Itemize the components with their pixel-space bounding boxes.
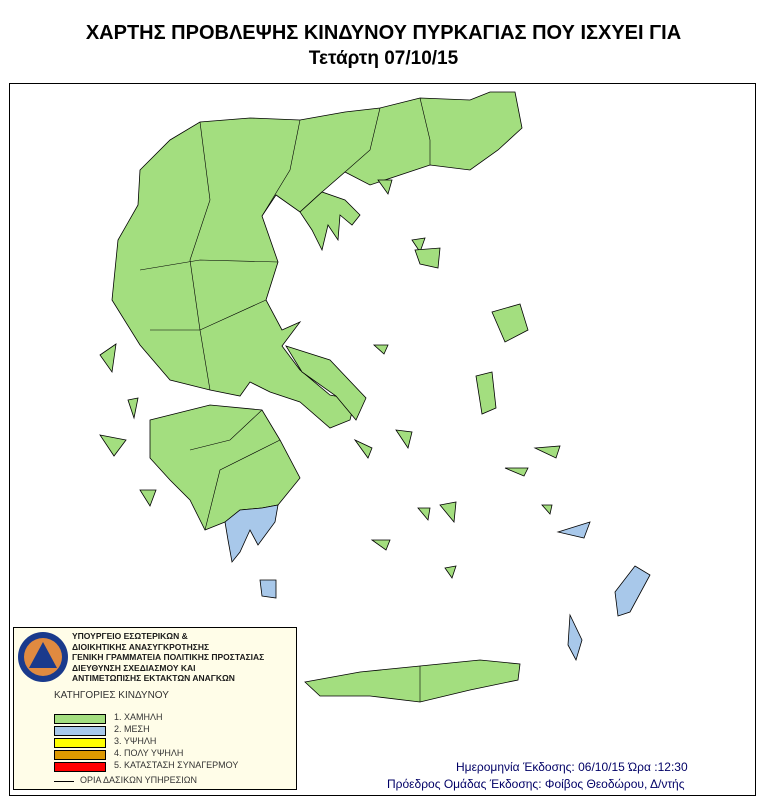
thassos — [377, 179, 393, 195]
legend-item-high: 3. ΥΨΗΛΗ — [54, 736, 336, 749]
issuer: Πρόεδρος Ομάδας Έκδοσης: Φοίβος Θεοδώρου… — [387, 777, 685, 791]
category-label: 1. ΧΑΜΗΛΗ — [114, 712, 163, 722]
color-swatch — [54, 738, 106, 748]
ikaria — [504, 467, 529, 477]
kefalonia — [99, 434, 127, 457]
karpathos — [567, 613, 583, 662]
org-line: ΑΝΤΙΜΕΤΩΠΙΣΗΣ ΕΚΤΑΚΤΩΝ ΑΝΑΓΚΩΝ — [72, 673, 235, 683]
sporades — [372, 344, 389, 355]
legend-item-alert: 5. ΚΑΤΑΣΤΑΣΗ ΣΥΝΑΓΕΡΜΟΥ — [54, 760, 336, 773]
civil-protection-logo — [18, 632, 68, 682]
color-swatch — [54, 762, 106, 772]
low-risk-regions — [99, 91, 561, 703]
evia — [285, 345, 367, 421]
map-frame — [9, 83, 756, 796]
samothraki — [411, 237, 426, 253]
rhodes — [614, 565, 651, 617]
zakynthos — [139, 489, 157, 507]
category-label: 3. ΥΨΗΛΗ — [114, 736, 157, 746]
kalymnos — [541, 504, 553, 515]
color-swatch — [54, 726, 106, 736]
forest-service-boundaries — [139, 97, 431, 702]
org-line: ΥΠΟΥΡΓΕΙΟ ΕΣΩΤΕΡΙΚΩΝ & — [72, 631, 188, 641]
naxos — [439, 501, 457, 523]
issue-date: Ημερομηνία Έκδοσης: 06/10/15 Ώρα :12:30 — [456, 760, 688, 774]
org-line: ΔΙΕΥΘΥΝΣΗ ΣΧΕΔΙΑΣΜΟΥ ΚΑΙ — [72, 662, 196, 673]
medium-risk-regions — [224, 504, 651, 662]
samos — [533, 445, 561, 459]
corfu — [99, 343, 117, 374]
santorini — [444, 565, 457, 579]
organization-name: ΥΠΟΥΡΓΕΙΟ ΕΣΩΤΕΡΙΚΩΝ & ΔΙΟΙΚΗΤΙΚΗΣ ΑΝΑΣΥ… — [72, 631, 264, 684]
map-title: ΧΑΡΤΗΣ ΠΡΟΒΛΕΨΗΣ ΚΙΝΔΥΝΟΥ ΠΥΡΚΑΓΙΑΣ ΠΟΥ … — [85, 22, 682, 44]
chalkidiki — [299, 191, 361, 252]
org-line: ΓΕΝΙΚΗ ΓΡΑΜΜΑΤΕΙΑ ΠΟΛΙΤΙΚΗΣ ΠΡΟΣΤΑΣΙΑΣ — [72, 652, 265, 662]
boundary-label: ΟΡΙΑ ΔΑΣΙΚΩΝ ΥΠΗΡΕΣΙΩΝ — [80, 775, 197, 785]
limnos — [414, 247, 441, 269]
color-swatch — [54, 750, 106, 760]
andros — [353, 438, 373, 459]
category-label: 5. ΚΑΤΑΣΤΑΣΗ ΣΥΝΑΓΕΡΜΟΥ — [114, 760, 239, 770]
legend-item-low: 1. ΧΑΜΗΛΗ — [54, 712, 336, 725]
categories-title: ΚΑΤΗΓΟΡΙΕΣ ΚΙΝΔΥΝΟΥ — [54, 690, 169, 701]
category-label: 2. ΜΕΣΗ — [114, 724, 150, 734]
legend-item-medium: 2. ΜΕΣΗ — [54, 724, 336, 737]
kythira — [259, 579, 277, 599]
lefkada — [127, 397, 139, 420]
paros — [417, 507, 431, 521]
org-line: ΔΙΟΙΚΗΤΙΚΗΣ ΑΝΑΣΥΓΚΡΟΤΗΣΗΣ — [72, 641, 210, 652]
color-swatch — [54, 714, 106, 724]
lesvos — [491, 303, 529, 343]
legend-item-very-high: 4. ΠΟΛΥ ΥΨΗΛΗ — [54, 748, 336, 761]
legend: ΥΠΟΥΡΓΕΙΟ ΕΣΩΤΕΡΙΚΩΝ & ΔΙΟΙΚΗΤΙΚΗΣ ΑΝΑΣΥ… — [13, 627, 297, 790]
milos — [370, 539, 391, 551]
skyros — [395, 429, 413, 449]
crete — [304, 659, 521, 703]
boundary-line-symbol — [54, 781, 74, 782]
laconia — [224, 504, 279, 563]
chios — [475, 371, 497, 415]
map-date: Τετάρτη 07/10/15 — [308, 48, 459, 69]
category-label: 4. ΠΟΛΥ ΥΨΗΛΗ — [114, 748, 184, 758]
kos — [556, 521, 591, 539]
